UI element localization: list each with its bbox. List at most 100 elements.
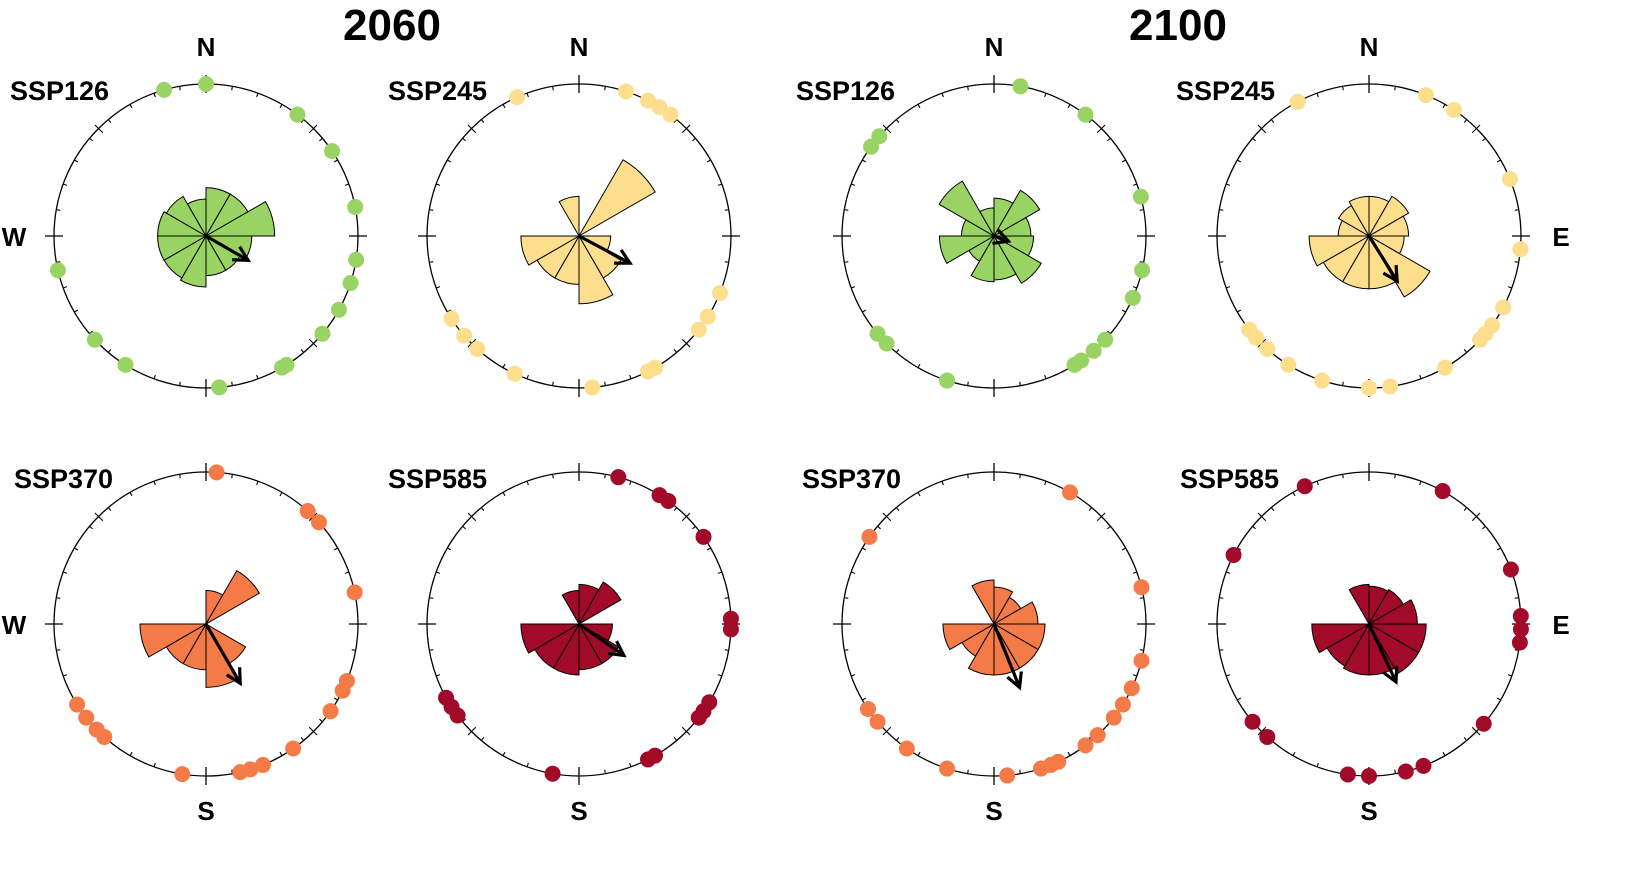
minor-tick	[1394, 474, 1396, 479]
panel-label: SSP370	[802, 464, 901, 494]
observation-point	[322, 703, 339, 720]
minor-tick	[1482, 525, 1486, 530]
observation-point	[1085, 342, 1102, 359]
compass-label-s: S	[197, 796, 214, 826]
diagonal-tick	[467, 124, 477, 134]
minor-tick	[429, 261, 434, 263]
observation-point	[1089, 727, 1106, 744]
observation-point	[999, 767, 1016, 784]
observation-point	[1259, 728, 1276, 745]
minor-tick	[967, 474, 969, 479]
observation-point	[49, 262, 66, 279]
diagonal-tick	[1257, 512, 1267, 522]
observation-point	[640, 363, 657, 380]
minor-tick	[1316, 92, 1319, 98]
mean-arrow-head	[232, 245, 252, 263]
minor-tick	[1219, 209, 1224, 211]
diagonal-tick	[308, 726, 318, 736]
minor-tick	[895, 737, 900, 741]
observation-point	[1259, 340, 1276, 357]
panel-label: SSP370	[14, 464, 113, 494]
observation-point	[1241, 321, 1258, 338]
rose-sector	[520, 623, 581, 654]
observation-point	[898, 740, 915, 757]
minor-tick	[1237, 697, 1242, 701]
minor-tick	[552, 86, 554, 91]
observation-point	[1314, 372, 1331, 389]
minor-tick	[604, 381, 606, 386]
observation-point	[88, 721, 105, 738]
observation-point	[861, 528, 878, 545]
minor-tick	[502, 104, 506, 109]
diagonal-tick	[94, 124, 104, 134]
minor-tick	[1496, 159, 1501, 163]
compass-label-s: S	[985, 796, 1002, 826]
minor-tick	[717, 571, 723, 574]
minor-tick	[1419, 480, 1422, 486]
minor-tick	[1442, 751, 1446, 756]
rose-sector	[938, 180, 996, 238]
observation-point	[660, 493, 677, 510]
mean-arrow-head	[992, 228, 1012, 246]
rose-sector	[992, 234, 1042, 284]
observation-point	[348, 251, 365, 268]
observation-point	[1123, 680, 1140, 697]
minor-tick	[862, 309, 867, 313]
observation-point	[1475, 715, 1492, 732]
minor-tick	[480, 119, 485, 123]
compass-label-n: N	[197, 32, 216, 62]
rose-sector	[1311, 623, 1371, 654]
observation-point	[690, 709, 707, 726]
observation-point	[1397, 763, 1414, 780]
observation-point	[1105, 709, 1122, 726]
minor-tick	[502, 751, 506, 756]
observation-point	[1382, 378, 1399, 395]
observation-point	[285, 740, 302, 757]
observation-point	[1296, 478, 1313, 495]
observation-point	[1502, 561, 1519, 578]
minor-tick	[1342, 474, 1344, 479]
observation-point	[1417, 87, 1434, 104]
observation-point	[1077, 737, 1094, 754]
observation-point	[1339, 766, 1356, 783]
mean-arrow-head	[607, 640, 627, 658]
minor-tick	[74, 159, 79, 163]
rose-sector	[938, 235, 996, 264]
minor-tick	[129, 492, 133, 497]
rose-sector	[558, 195, 580, 238]
minor-tick	[1463, 507, 1468, 511]
minor-tick	[1139, 209, 1144, 211]
panel-2060-ssp370: SSP370 W S	[2, 463, 367, 826]
diagonal-tick	[882, 726, 892, 736]
observation-point	[1133, 579, 1150, 596]
observation-point	[859, 700, 876, 717]
minor-tick	[1019, 769, 1021, 774]
minor-tick	[1496, 547, 1501, 551]
minor-tick	[256, 92, 259, 98]
minor-tick	[231, 381, 233, 386]
minor-tick	[844, 597, 849, 599]
minor-tick	[1514, 597, 1519, 599]
minor-tick	[917, 363, 921, 368]
minor-tick	[231, 474, 233, 479]
rose-sector	[1308, 235, 1371, 267]
minor-tick	[1394, 86, 1396, 91]
mean-arrow-head	[1382, 665, 1399, 685]
minor-tick	[552, 381, 554, 386]
minor-tick	[429, 209, 434, 211]
minor-tick	[56, 209, 61, 211]
minor-tick	[895, 349, 900, 353]
minor-tick	[107, 349, 112, 353]
minor-tick	[895, 119, 900, 123]
minor-tick	[153, 92, 156, 98]
rose-sector	[204, 569, 261, 626]
minor-tick	[344, 571, 350, 574]
minor-tick	[1463, 349, 1468, 353]
observation-point	[1472, 331, 1489, 348]
minor-tick	[1219, 597, 1224, 599]
observation-point	[1495, 299, 1512, 316]
compass-label-n: N	[1360, 32, 1379, 62]
minor-tick	[850, 286, 856, 289]
mean-arrow-head	[225, 667, 242, 687]
diagonal-tick	[681, 726, 691, 736]
